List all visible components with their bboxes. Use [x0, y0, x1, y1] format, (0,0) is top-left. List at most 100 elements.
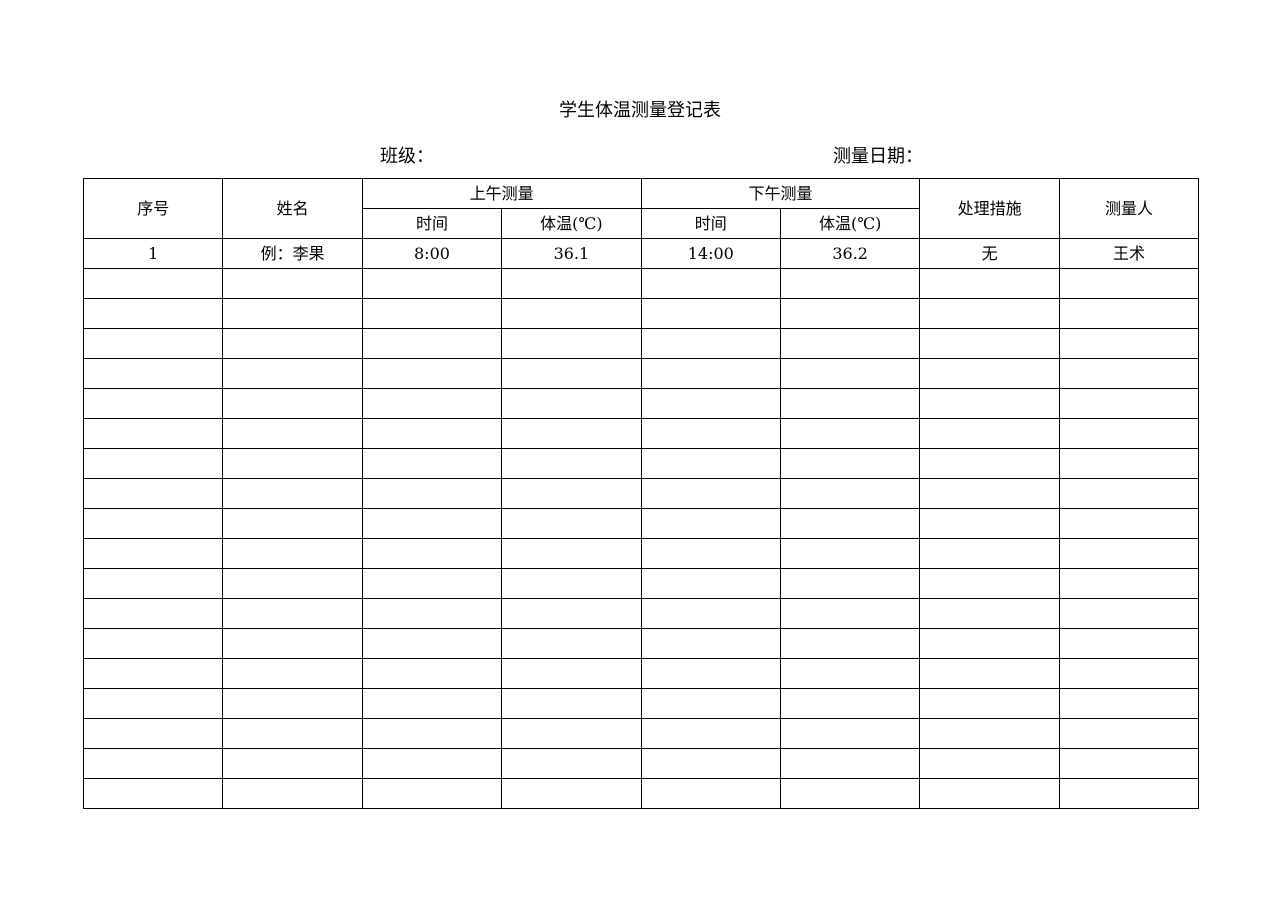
cell-measurer[interactable] — [1058, 598, 1200, 629]
cell-morning-time[interactable] — [361, 418, 503, 449]
cell-afternoon-time[interactable] — [640, 778, 781, 809]
cell-afternoon-temp[interactable] — [779, 598, 921, 629]
cell-seq[interactable] — [82, 508, 224, 539]
cell-seq[interactable] — [82, 628, 224, 659]
cell-morning-temp[interactable] — [501, 448, 642, 479]
cell-measures[interactable] — [919, 328, 1060, 359]
cell-measurer[interactable] — [1058, 328, 1200, 359]
cell-morning-temp[interactable] — [501, 328, 642, 359]
cell-seq[interactable] — [82, 778, 224, 809]
cell-seq[interactable] — [82, 688, 224, 719]
cell-morning-temp[interactable] — [501, 688, 642, 719]
cell-seq[interactable] — [82, 268, 224, 299]
cell-morning-time[interactable] — [361, 688, 503, 719]
cell-name[interactable] — [222, 268, 363, 299]
cell-morning-temp[interactable] — [501, 358, 642, 389]
cell-measures[interactable] — [919, 688, 1060, 719]
cell-seq[interactable] — [82, 478, 224, 509]
cell-afternoon-temp[interactable] — [779, 508, 921, 539]
cell-afternoon-time[interactable] — [640, 718, 781, 749]
cell-afternoon-temp[interactable] — [779, 268, 921, 299]
cell-morning-temp[interactable] — [501, 538, 642, 569]
cell-morning-temp[interactable] — [501, 268, 642, 299]
cell-afternoon-time[interactable]: 14:00 — [640, 238, 781, 269]
cell-measures[interactable] — [919, 508, 1060, 539]
cell-morning-temp[interactable] — [501, 478, 642, 509]
cell-measurer[interactable] — [1058, 478, 1200, 509]
cell-name[interactable] — [222, 718, 363, 749]
cell-measurer[interactable] — [1058, 658, 1200, 689]
cell-measurer[interactable] — [1058, 568, 1200, 599]
cell-afternoon-time[interactable] — [640, 358, 781, 389]
cell-measures[interactable] — [919, 298, 1060, 329]
cell-morning-time[interactable] — [361, 448, 503, 479]
cell-name[interactable] — [222, 538, 363, 569]
cell-afternoon-temp[interactable] — [779, 478, 921, 509]
cell-afternoon-temp[interactable] — [779, 718, 921, 749]
cell-measures[interactable] — [919, 478, 1060, 509]
cell-measures[interactable] — [919, 628, 1060, 659]
cell-measures[interactable] — [919, 448, 1060, 479]
cell-afternoon-temp[interactable] — [779, 298, 921, 329]
cell-seq[interactable] — [82, 568, 224, 599]
cell-seq[interactable] — [82, 448, 224, 479]
cell-morning-time[interactable]: 8:00 — [361, 238, 503, 269]
cell-measures[interactable]: 无 — [919, 238, 1060, 269]
cell-morning-temp[interactable] — [501, 418, 642, 449]
cell-seq[interactable]: 1 — [82, 238, 224, 269]
cell-seq[interactable] — [82, 718, 224, 749]
cell-measurer[interactable] — [1058, 538, 1200, 569]
cell-measurer[interactable] — [1058, 748, 1200, 779]
cell-afternoon-temp[interactable] — [779, 658, 921, 689]
cell-morning-temp[interactable] — [501, 598, 642, 629]
cell-measures[interactable] — [919, 418, 1060, 449]
cell-morning-temp[interactable] — [501, 658, 642, 689]
cell-morning-time[interactable] — [361, 538, 503, 569]
cell-seq[interactable] — [82, 388, 224, 419]
cell-morning-temp[interactable] — [501, 748, 642, 779]
cell-morning-time[interactable] — [361, 628, 503, 659]
cell-measurer[interactable] — [1058, 688, 1200, 719]
cell-morning-temp[interactable] — [501, 778, 642, 809]
cell-morning-temp[interactable] — [501, 718, 642, 749]
cell-name[interactable] — [222, 748, 363, 779]
cell-morning-time[interactable] — [361, 748, 503, 779]
cell-morning-time[interactable] — [361, 508, 503, 539]
cell-name[interactable] — [222, 568, 363, 599]
cell-seq[interactable] — [82, 748, 224, 779]
cell-seq[interactable] — [82, 598, 224, 629]
cell-measures[interactable] — [919, 358, 1060, 389]
cell-name[interactable] — [222, 418, 363, 449]
cell-morning-temp[interactable] — [501, 508, 642, 539]
cell-measures[interactable] — [919, 778, 1060, 809]
cell-morning-time[interactable] — [361, 568, 503, 599]
cell-name[interactable] — [222, 628, 363, 659]
cell-measurer[interactable] — [1058, 628, 1200, 659]
cell-afternoon-temp[interactable] — [779, 328, 921, 359]
cell-seq[interactable] — [82, 418, 224, 449]
cell-afternoon-temp[interactable] — [779, 388, 921, 419]
cell-afternoon-temp[interactable] — [779, 748, 921, 779]
cell-measures[interactable] — [919, 538, 1060, 569]
cell-afternoon-time[interactable] — [640, 268, 781, 299]
cell-measures[interactable] — [919, 568, 1060, 599]
cell-afternoon-temp[interactable] — [779, 358, 921, 389]
cell-afternoon-time[interactable] — [640, 658, 781, 689]
cell-measures[interactable] — [919, 748, 1060, 779]
cell-afternoon-time[interactable] — [640, 598, 781, 629]
cell-morning-time[interactable] — [361, 478, 503, 509]
cell-measurer[interactable] — [1058, 418, 1200, 449]
cell-seq[interactable] — [82, 298, 224, 329]
cell-name[interactable] — [222, 448, 363, 479]
cell-measurer[interactable] — [1058, 508, 1200, 539]
cell-name[interactable] — [222, 328, 363, 359]
cell-name[interactable] — [222, 478, 363, 509]
cell-name[interactable] — [222, 358, 363, 389]
cell-afternoon-time[interactable] — [640, 478, 781, 509]
cell-afternoon-time[interactable] — [640, 448, 781, 479]
cell-seq[interactable] — [82, 328, 224, 359]
cell-name[interactable] — [222, 298, 363, 329]
cell-afternoon-time[interactable] — [640, 298, 781, 329]
cell-afternoon-temp[interactable] — [779, 448, 921, 479]
cell-name[interactable]: 例：李果 — [222, 238, 363, 269]
